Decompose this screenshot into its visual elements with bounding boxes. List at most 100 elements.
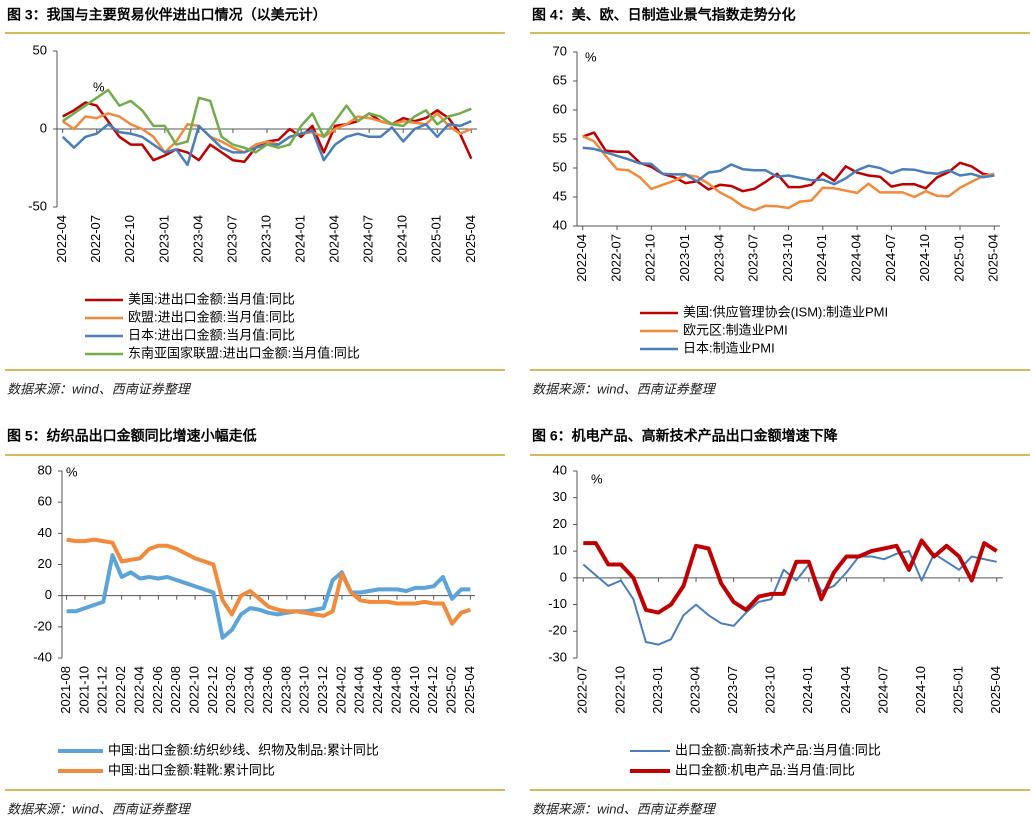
y-tick-label: -50 [28, 198, 47, 213]
y-tick-label: -30 [548, 649, 567, 664]
series-line [61, 120, 472, 167]
x-tick-label: 2022-02 [113, 666, 128, 714]
legend-label: 中国:出口金额:纺织纱线、织物及制品:累计同比 [108, 742, 379, 757]
x-tick-label: 2023-12 [315, 666, 330, 714]
y-tick-label: 45 [553, 188, 567, 203]
legend-label: 欧元区:制造业PMI [683, 322, 788, 337]
x-tick-label: 2023-04 [687, 666, 702, 714]
x-tick-label: 2023-04 [242, 666, 257, 714]
x-tick-label: 2024-04 [838, 666, 853, 714]
unit-label: % [585, 49, 597, 64]
x-tick-label: 2024-01 [814, 234, 829, 282]
y-tick-label: 60 [553, 101, 567, 116]
x-tick-label: 2024-12 [425, 666, 440, 714]
x-tick-label: 2023-01 [650, 666, 665, 714]
unit-label: % [93, 79, 105, 94]
x-tick-label: 2024-07 [875, 666, 890, 714]
legend-label: 东南亚国家联盟:进出口金额:当月值:同比 [128, 345, 360, 360]
y-tick-label: 70 [553, 43, 567, 58]
x-tick-label: 2022-08 [168, 666, 183, 714]
series-line [582, 131, 995, 193]
x-tick-label: 2024-02 [333, 666, 348, 714]
x-tick-label: 2023-02 [223, 666, 238, 714]
x-tick-label: 2022-10 [122, 215, 137, 263]
y-tick-label: -20 [33, 618, 52, 633]
x-tick-label: 2025-01 [951, 666, 966, 714]
source-note: 数据来源：wind、西南证券整理 [7, 801, 192, 816]
chart-title: 图 4：美、欧、日制造业景气指数走势分化 [532, 7, 796, 23]
x-tick-label: 2024-07 [361, 215, 376, 263]
x-tick-label: 2022-07 [88, 215, 103, 263]
source-note: 数据来源：wind、西南证券整理 [532, 381, 717, 396]
series-line [583, 538, 998, 615]
x-tick-label: 2022-10 [612, 666, 627, 714]
series-line [582, 550, 997, 646]
unit-label: % [591, 471, 603, 486]
x-tick-label: 2024-04 [327, 215, 342, 263]
x-tick-label: 2024-07 [883, 234, 898, 282]
y-tick-label: 0 [560, 569, 567, 584]
x-tick-label: 2024-04 [849, 234, 864, 282]
x-tick-label: 2025-02 [443, 666, 458, 714]
x-tick-label: 2022-04 [54, 215, 69, 263]
series-line [66, 537, 472, 626]
x-tick-label: 2024-10 [395, 215, 410, 263]
x-tick-label: 2025-04 [463, 215, 478, 263]
legend-label: 美国:进出口金额:当月值:同比 [128, 291, 295, 306]
x-tick-label: 2021-12 [95, 666, 110, 714]
x-tick-label: 2023-10 [763, 666, 778, 714]
x-tick-label: 2023-10 [780, 234, 795, 282]
legend-label: 日本:进出口金额:当月值:同比 [128, 327, 295, 342]
y-tick-label: -10 [548, 596, 567, 611]
x-tick-label: 2023-01 [156, 215, 171, 263]
y-tick-label: 0 [40, 120, 47, 135]
x-tick-label: 2024-04 [352, 666, 367, 714]
x-tick-label: 2023-04 [190, 215, 205, 263]
unit-label: % [66, 464, 78, 479]
y-tick-label: 10 [553, 543, 567, 558]
series-line [61, 112, 472, 154]
y-tick-label: 65 [553, 72, 567, 87]
x-tick-label: 2022-07 [608, 234, 623, 282]
y-tick-label: 60 [38, 494, 52, 509]
x-tick-label: 2024-08 [388, 666, 403, 714]
y-tick-label: 55 [553, 130, 567, 145]
legend-label: 出口金额:高新技术产品:当月值:同比 [675, 742, 881, 757]
series-line [61, 88, 472, 154]
legend-label: 中国:出口金额:鞋靴:累计同比 [108, 762, 275, 777]
x-tick-label: 2024-10 [917, 234, 932, 282]
x-tick-label: 2022-07 [575, 666, 590, 714]
chart-title: 图 5：纺织品出口金额同比增速小幅走低 [7, 428, 257, 444]
x-tick-label: 2022-06 [150, 666, 165, 714]
x-tick-label: 2025-01 [951, 234, 966, 282]
chart-title: 图 3：我国与主要贸易伙伴进出口情况（以美元计） [7, 7, 327, 23]
y-tick-label: -20 [548, 623, 567, 638]
y-tick-label: 80 [38, 462, 52, 477]
y-tick-label: 40 [553, 217, 567, 232]
source-note: 数据来源：wind、西南证券整理 [532, 801, 717, 816]
y-tick-label: -40 [33, 649, 52, 664]
series-line [582, 134, 995, 212]
series-line [66, 553, 471, 640]
x-tick-label: 2023-10 [258, 215, 273, 263]
chart-title: 图 6：机电产品、高新技术产品出口金额增速下降 [532, 428, 839, 444]
x-tick-label: 2023-01 [677, 234, 692, 282]
y-tick-label: 30 [553, 489, 567, 504]
x-tick-label: 2023-06 [260, 666, 275, 714]
x-tick-label: 2024-01 [800, 666, 815, 714]
source-note: 数据来源：wind、西南证券整理 [7, 381, 192, 396]
x-tick-label: 2022-04 [574, 234, 589, 282]
x-tick-label: 2021-10 [76, 666, 91, 714]
x-tick-label: 2024-06 [370, 666, 385, 714]
x-tick-label: 2023-07 [725, 666, 740, 714]
y-tick-label: 50 [553, 159, 567, 174]
x-tick-label: 2025-04 [462, 666, 477, 714]
y-tick-label: 50 [33, 42, 47, 57]
x-tick-label: 2023-07 [224, 215, 239, 263]
x-tick-label: 2023-07 [746, 234, 761, 282]
x-tick-label: 2025-01 [429, 215, 444, 263]
x-tick-label: 2022-10 [643, 234, 658, 282]
x-tick-label: 2024-10 [407, 666, 422, 714]
y-tick-label: 0 [45, 587, 52, 602]
